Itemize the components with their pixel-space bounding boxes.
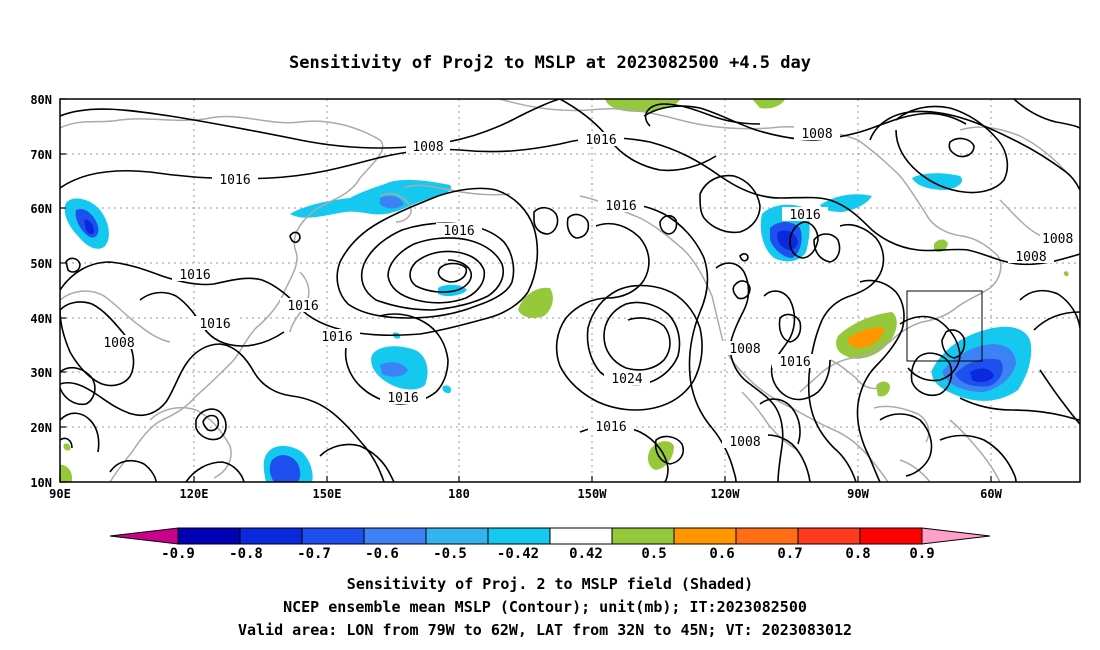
valid-area-box bbox=[906, 290, 983, 362]
lat-label: 30N bbox=[30, 366, 52, 380]
colorbar-label: 0.6 bbox=[709, 546, 734, 562]
colorbar-swatch bbox=[177, 527, 241, 545]
colorbar-label: 0.42 bbox=[569, 546, 603, 562]
contour-label: 1008 bbox=[1042, 232, 1073, 247]
colorbar-swatch bbox=[425, 527, 489, 545]
caption-line-2: NCEP ensemble mean MSLP (Contour); unit(… bbox=[283, 598, 807, 616]
colorbar-swatch bbox=[611, 527, 675, 545]
colorbar-label: -0.42 bbox=[497, 546, 539, 562]
contour-label: 1024 bbox=[611, 372, 642, 387]
colorbar-swatch bbox=[797, 527, 861, 545]
axis-ticks bbox=[59, 98, 992, 483]
contour-label: 1008 bbox=[729, 435, 760, 450]
colorbar-right-triangle bbox=[921, 527, 991, 545]
contour-label: 1016 bbox=[219, 173, 250, 188]
contour-label: 1016 bbox=[595, 420, 626, 435]
contour-label: 1008 bbox=[1015, 250, 1046, 265]
colorbar-label: 0.5 bbox=[641, 546, 666, 562]
longitude-labels: 90E 120E 150E 180 150W 120W 90W 60W bbox=[49, 487, 1002, 501]
lat-label: 60N bbox=[30, 202, 52, 216]
contour-label: 1016 bbox=[605, 199, 636, 214]
contour-label: 1016 bbox=[179, 268, 210, 283]
colorbar-swatch bbox=[487, 527, 551, 545]
lon-label: 60W bbox=[980, 487, 1002, 501]
colorbar-swatch bbox=[859, 527, 923, 545]
colorbar-label: -0.6 bbox=[365, 546, 399, 562]
contour-label: 1016 bbox=[779, 355, 810, 370]
colorbar-swatch bbox=[735, 527, 799, 545]
colorbar-label: 0.7 bbox=[777, 546, 802, 562]
colorbar-label: -0.8 bbox=[229, 546, 263, 562]
sensitivity-shading bbox=[60, 99, 1069, 482]
colorbar-swatch bbox=[363, 527, 427, 545]
colorbar-left-triangle bbox=[109, 527, 179, 545]
contour-label: 1016 bbox=[321, 330, 352, 345]
lat-label: 70N bbox=[30, 148, 52, 162]
lat-label: 20N bbox=[30, 421, 52, 435]
lon-label: 180 bbox=[448, 487, 470, 501]
contour-labels: 1008 1016 1016 1008 1016 1016 1008 1016 … bbox=[96, 126, 1080, 450]
contour-label: 1008 bbox=[412, 140, 443, 155]
contour-label: 1016 bbox=[287, 299, 318, 314]
lon-label: 90W bbox=[847, 487, 869, 501]
colorbar-label: -0.5 bbox=[433, 546, 467, 562]
lat-label: 40N bbox=[30, 312, 52, 326]
contour-label: 1016 bbox=[199, 317, 230, 332]
caption-line-1: Sensitivity of Proj. 2 to MSLP field (Sh… bbox=[347, 575, 753, 593]
contour-label: 1016 bbox=[585, 133, 616, 148]
latitude-labels: 80N 70N 60N 50N 40N 30N 20N 10N bbox=[30, 93, 52, 490]
colorbar-label: -0.9 bbox=[161, 546, 195, 562]
figure-title: Sensitivity of Proj2 to MSLP at 20230825… bbox=[289, 53, 811, 73]
colorbar-swatch bbox=[301, 527, 365, 545]
lon-label: 120E bbox=[180, 487, 209, 501]
lon-label: 90E bbox=[49, 487, 71, 501]
lon-label: 150W bbox=[578, 487, 608, 501]
caption-line-3: Valid area: LON from 79W to 62W, LAT fro… bbox=[238, 621, 852, 639]
contour-label: 1016 bbox=[387, 391, 418, 406]
colorbar-swatch bbox=[549, 527, 613, 545]
colorbar-label: 0.8 bbox=[845, 546, 870, 562]
lat-label: 80N bbox=[30, 93, 52, 107]
mslp-contours bbox=[60, 99, 1080, 482]
lon-label: 150E bbox=[313, 487, 342, 501]
contour-label: 1008 bbox=[801, 127, 832, 142]
contour-label: 1016 bbox=[789, 208, 820, 223]
contour-label: 1008 bbox=[103, 336, 134, 351]
lon-label: 120W bbox=[711, 487, 741, 501]
contour-label: 1016 bbox=[443, 224, 474, 239]
contour-label: 1008 bbox=[729, 342, 760, 357]
colorbar-label: -0.7 bbox=[297, 546, 331, 562]
lat-label: 10N bbox=[30, 476, 52, 490]
colorbar-swatch bbox=[239, 527, 303, 545]
color-bar: -0.9 -0.8 -0.7 -0.6 -0.5 -0.42 0.42 0.5 … bbox=[109, 527, 991, 562]
map-frame bbox=[59, 98, 1081, 483]
colorbar-swatch bbox=[673, 527, 737, 545]
colorbar-label: 0.9 bbox=[909, 546, 934, 562]
lat-label: 50N bbox=[30, 257, 52, 271]
